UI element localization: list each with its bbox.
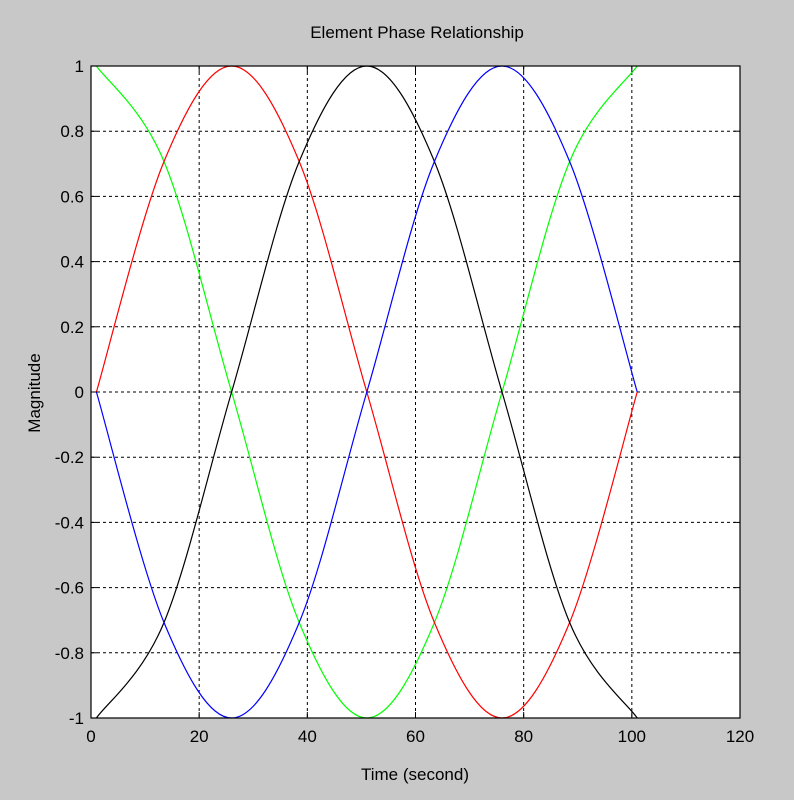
- y-axis-label: Magnitude: [25, 353, 44, 432]
- y-tick-label: 0: [75, 383, 84, 402]
- x-tick-label: 20: [190, 727, 209, 746]
- x-tick-label: 100: [618, 727, 646, 746]
- y-tick-label: -0.2: [55, 448, 84, 467]
- x-tick-label: 40: [298, 727, 317, 746]
- y-tick-label: 0.4: [60, 253, 84, 272]
- grid-layer: [91, 66, 740, 718]
- x-tick-label: 60: [406, 727, 425, 746]
- x-tick-label: 120: [726, 727, 754, 746]
- y-tick-label: 0.8: [60, 122, 84, 141]
- x-tick-label: 0: [86, 727, 95, 746]
- y-tick-label: -0.8: [55, 644, 84, 663]
- y-tick-label: -0.6: [55, 579, 84, 598]
- x-tick-label: 80: [514, 727, 533, 746]
- y-tick-label: -0.4: [55, 513, 84, 532]
- series-line-4: [95, 65, 638, 719]
- y-tick-label: 0.6: [60, 187, 84, 206]
- y-tick-label: -1: [69, 709, 84, 728]
- y-tick-label: 0.2: [60, 318, 84, 337]
- tick-layer: 0 20 40 60 80 100 120 -1 -0.8 -0.6 -0.4 -0.2 0 0.2 0.4…: [55, 57, 754, 746]
- x-axis-label: Time (second): [361, 765, 469, 784]
- chart-title: Element Phase Relationship: [310, 23, 524, 42]
- y-tick-label: 1: [75, 57, 84, 76]
